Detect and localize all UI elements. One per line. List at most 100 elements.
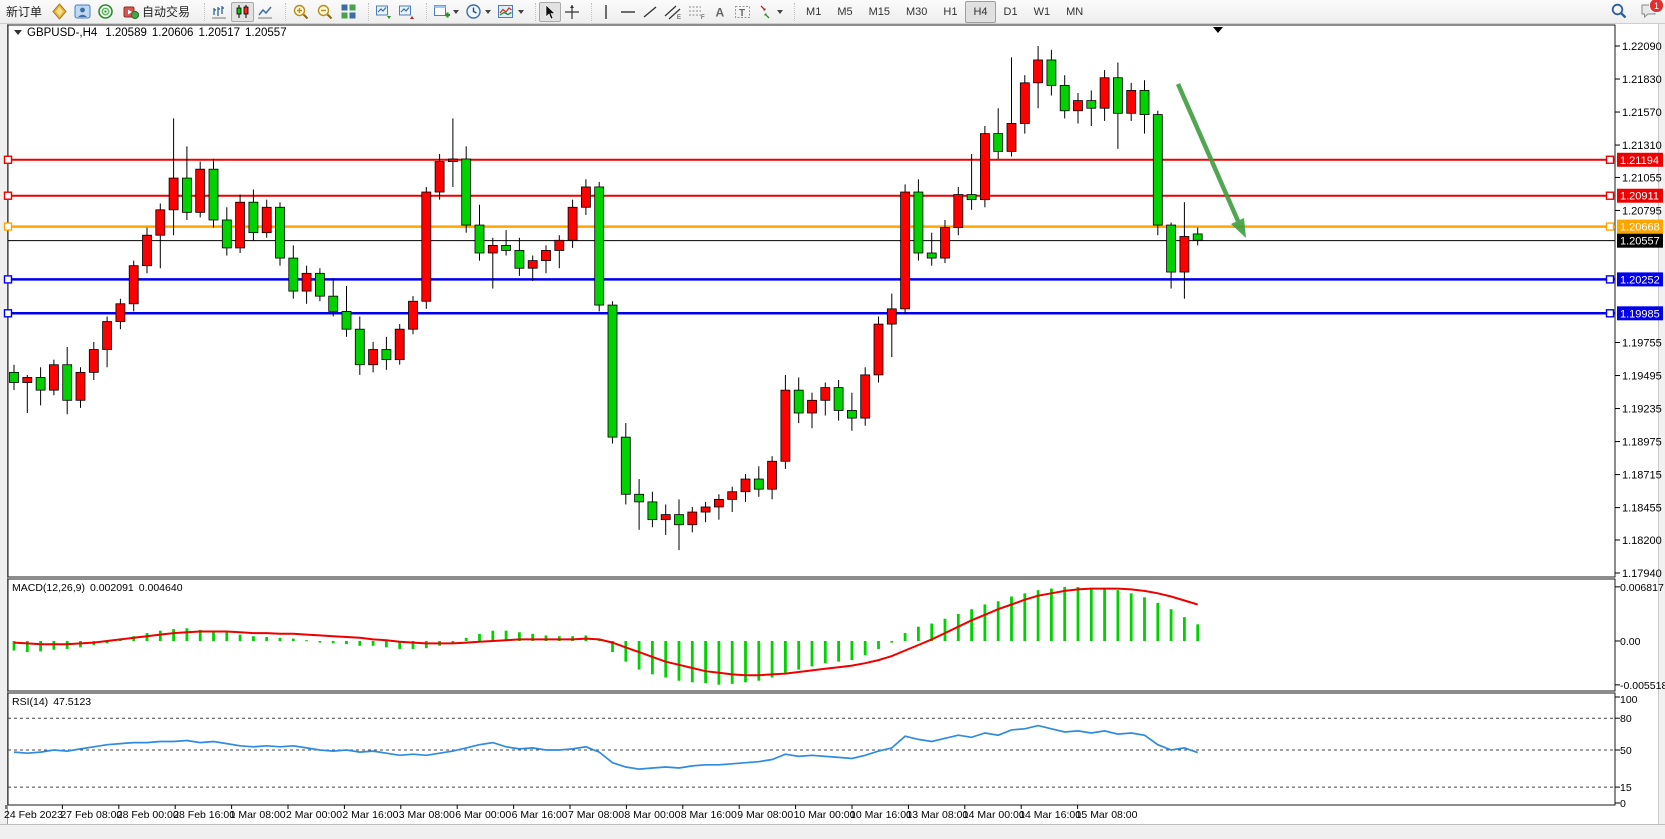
bar-chart-button[interactable] [208,2,231,22]
price-tick-label: 1.21830 [1622,74,1662,86]
symbol-dropdown-icon[interactable] [14,30,22,35]
line-handle[interactable] [1605,191,1615,200]
price-badge: 1.21194 [1617,152,1663,167]
arrow-annotation[interactable] [1175,83,1246,238]
chevron-down-icon [485,9,492,14]
zoom-in-icon [293,4,309,19]
svg-text:1.21194: 1.21194 [1620,155,1659,167]
text-label-button[interactable]: T [731,2,754,22]
line-handle[interactable] [3,275,13,284]
candles-layer[interactable] [9,46,1203,551]
cursor-button[interactable] [539,1,562,22]
axis-layer: 1.21194 1.20911 1.20668 1.20252 1.19985 1.205… [4,41,1665,821]
trendline-button[interactable] [639,2,661,22]
chart-title: GBPUSD-,H4 1.20589 1.20606 1.20517 1.20557 [27,27,287,39]
chart-header: GBPUSD-,H4 1.20589 1.20606 1.20517 1.20557 [14,27,287,39]
time-tick-label: 8 Mar 00:00 [624,809,680,821]
pane-border [7,578,1616,692]
arrange-charts-button[interactable] [372,2,395,22]
line-handle[interactable] [1605,155,1615,164]
line-chart-button[interactable] [254,2,277,22]
line-handle[interactable] [1605,222,1615,231]
equidistant-channel-icon: E [664,5,681,20]
svg-text:A: A [716,5,725,19]
equidistant-channel-button[interactable]: E [661,2,685,22]
rsi-series [8,717,1615,788]
low-value: 1.20517 [198,27,240,39]
vertical-line-button[interactable] [595,2,617,22]
timeframe-button-M5[interactable]: M5 [837,5,853,18]
toolbar-separator [279,2,287,21]
time-tick-label: 2 Mar 16:00 [342,809,398,821]
timeframe-button-H1[interactable]: H1 [943,5,958,18]
profile-button[interactable] [71,2,94,22]
time-tick-label: 13 Mar 08:00 [906,809,968,821]
svg-text:1.20557: 1.20557 [1620,236,1660,248]
price-badge: 1.20668 [1617,219,1663,234]
timeframe-button-H4[interactable]: H4 [965,0,996,23]
price-tick-label: 1.18200 [1622,535,1662,547]
line-handle[interactable] [1605,309,1615,318]
level-line[interactable] [3,191,1616,200]
tile-windows-button[interactable] [337,2,360,22]
notifications-button[interactable]: 1 [1637,0,1664,21]
toolbar-separator [585,2,593,21]
rsi-tick-label: 80 [1620,713,1632,725]
auto-trading-button[interactable]: 自动交易 [117,2,196,22]
zoom-out-button[interactable] [313,2,337,22]
timeframe-button-M15[interactable]: M15 [868,5,890,18]
new-chart-button[interactable] [430,2,462,22]
new-order-button[interactable]: 新订单 [0,2,48,22]
shift-marker-icon[interactable] [1213,27,1223,33]
autotrade-icon [123,6,140,19]
clock-icon [466,4,481,19]
close-value: 1.20557 [245,27,287,39]
rsi-tick-label: 100 [1620,694,1638,706]
timeframe-button-MN[interactable]: MN [1066,5,1084,18]
timeframe-button-M1[interactable]: M1 [806,5,822,18]
fibonacci-icon: F [689,6,705,20]
candlestick-chart-icon [236,5,249,18]
level-line[interactable] [3,275,1616,284]
price-tick-label: 1.19495 [1622,371,1662,383]
line-handle[interactable] [3,155,13,164]
arrows-button[interactable] [754,2,786,22]
candlestick-chart-button[interactable] [231,1,255,22]
time-tick-label: 8 Mar 16:00 [681,809,737,821]
price-tick-label: 1.22090 [1622,41,1662,53]
cursor-icon [545,3,556,19]
text-button[interactable]: A [709,2,731,22]
period-clock-button[interactable] [462,2,494,22]
time-tick-label: 10 Mar 16:00 [850,809,912,821]
horizontal-line-icon [621,10,636,13]
signal-button[interactable] [94,2,117,22]
toolbar-separator [198,2,206,21]
line-handle[interactable] [1605,275,1615,284]
time-tick-label: 3 Mar 08:00 [399,809,455,821]
line-handle[interactable] [3,191,13,200]
svg-text:1.20668: 1.20668 [1620,222,1660,234]
svg-text:F: F [701,15,705,20]
price-tick-label: 1.20795 [1622,205,1662,217]
fibonacci-button[interactable]: F [685,2,709,22]
price-tick-label: 1.21570 [1622,107,1662,119]
line-handle[interactable] [3,309,13,318]
crosshair-button[interactable] [561,2,583,22]
toolbar-right-group: 1 [1607,0,1664,21]
level-line[interactable] [3,309,1616,318]
seal-button[interactable] [48,2,71,22]
timeframe-button-M30[interactable]: M30 [906,5,928,18]
timeframe-button-W1[interactable]: W1 [1033,5,1051,18]
data-window-button[interactable] [395,2,418,22]
search-button[interactable] [1607,1,1631,21]
time-tick-label: 10 Mar 00:00 [794,809,856,821]
line-handle[interactable] [3,222,13,231]
level-line[interactable] [3,155,1616,164]
price-tick-label: 1.19755 [1622,338,1662,350]
new-chart-icon [434,5,451,18]
zoom-in-button[interactable] [289,2,313,22]
horizontal-line-button[interactable] [617,2,639,22]
timeframe-button-D1[interactable]: D1 [1003,5,1018,18]
template-button[interactable] [494,2,527,22]
